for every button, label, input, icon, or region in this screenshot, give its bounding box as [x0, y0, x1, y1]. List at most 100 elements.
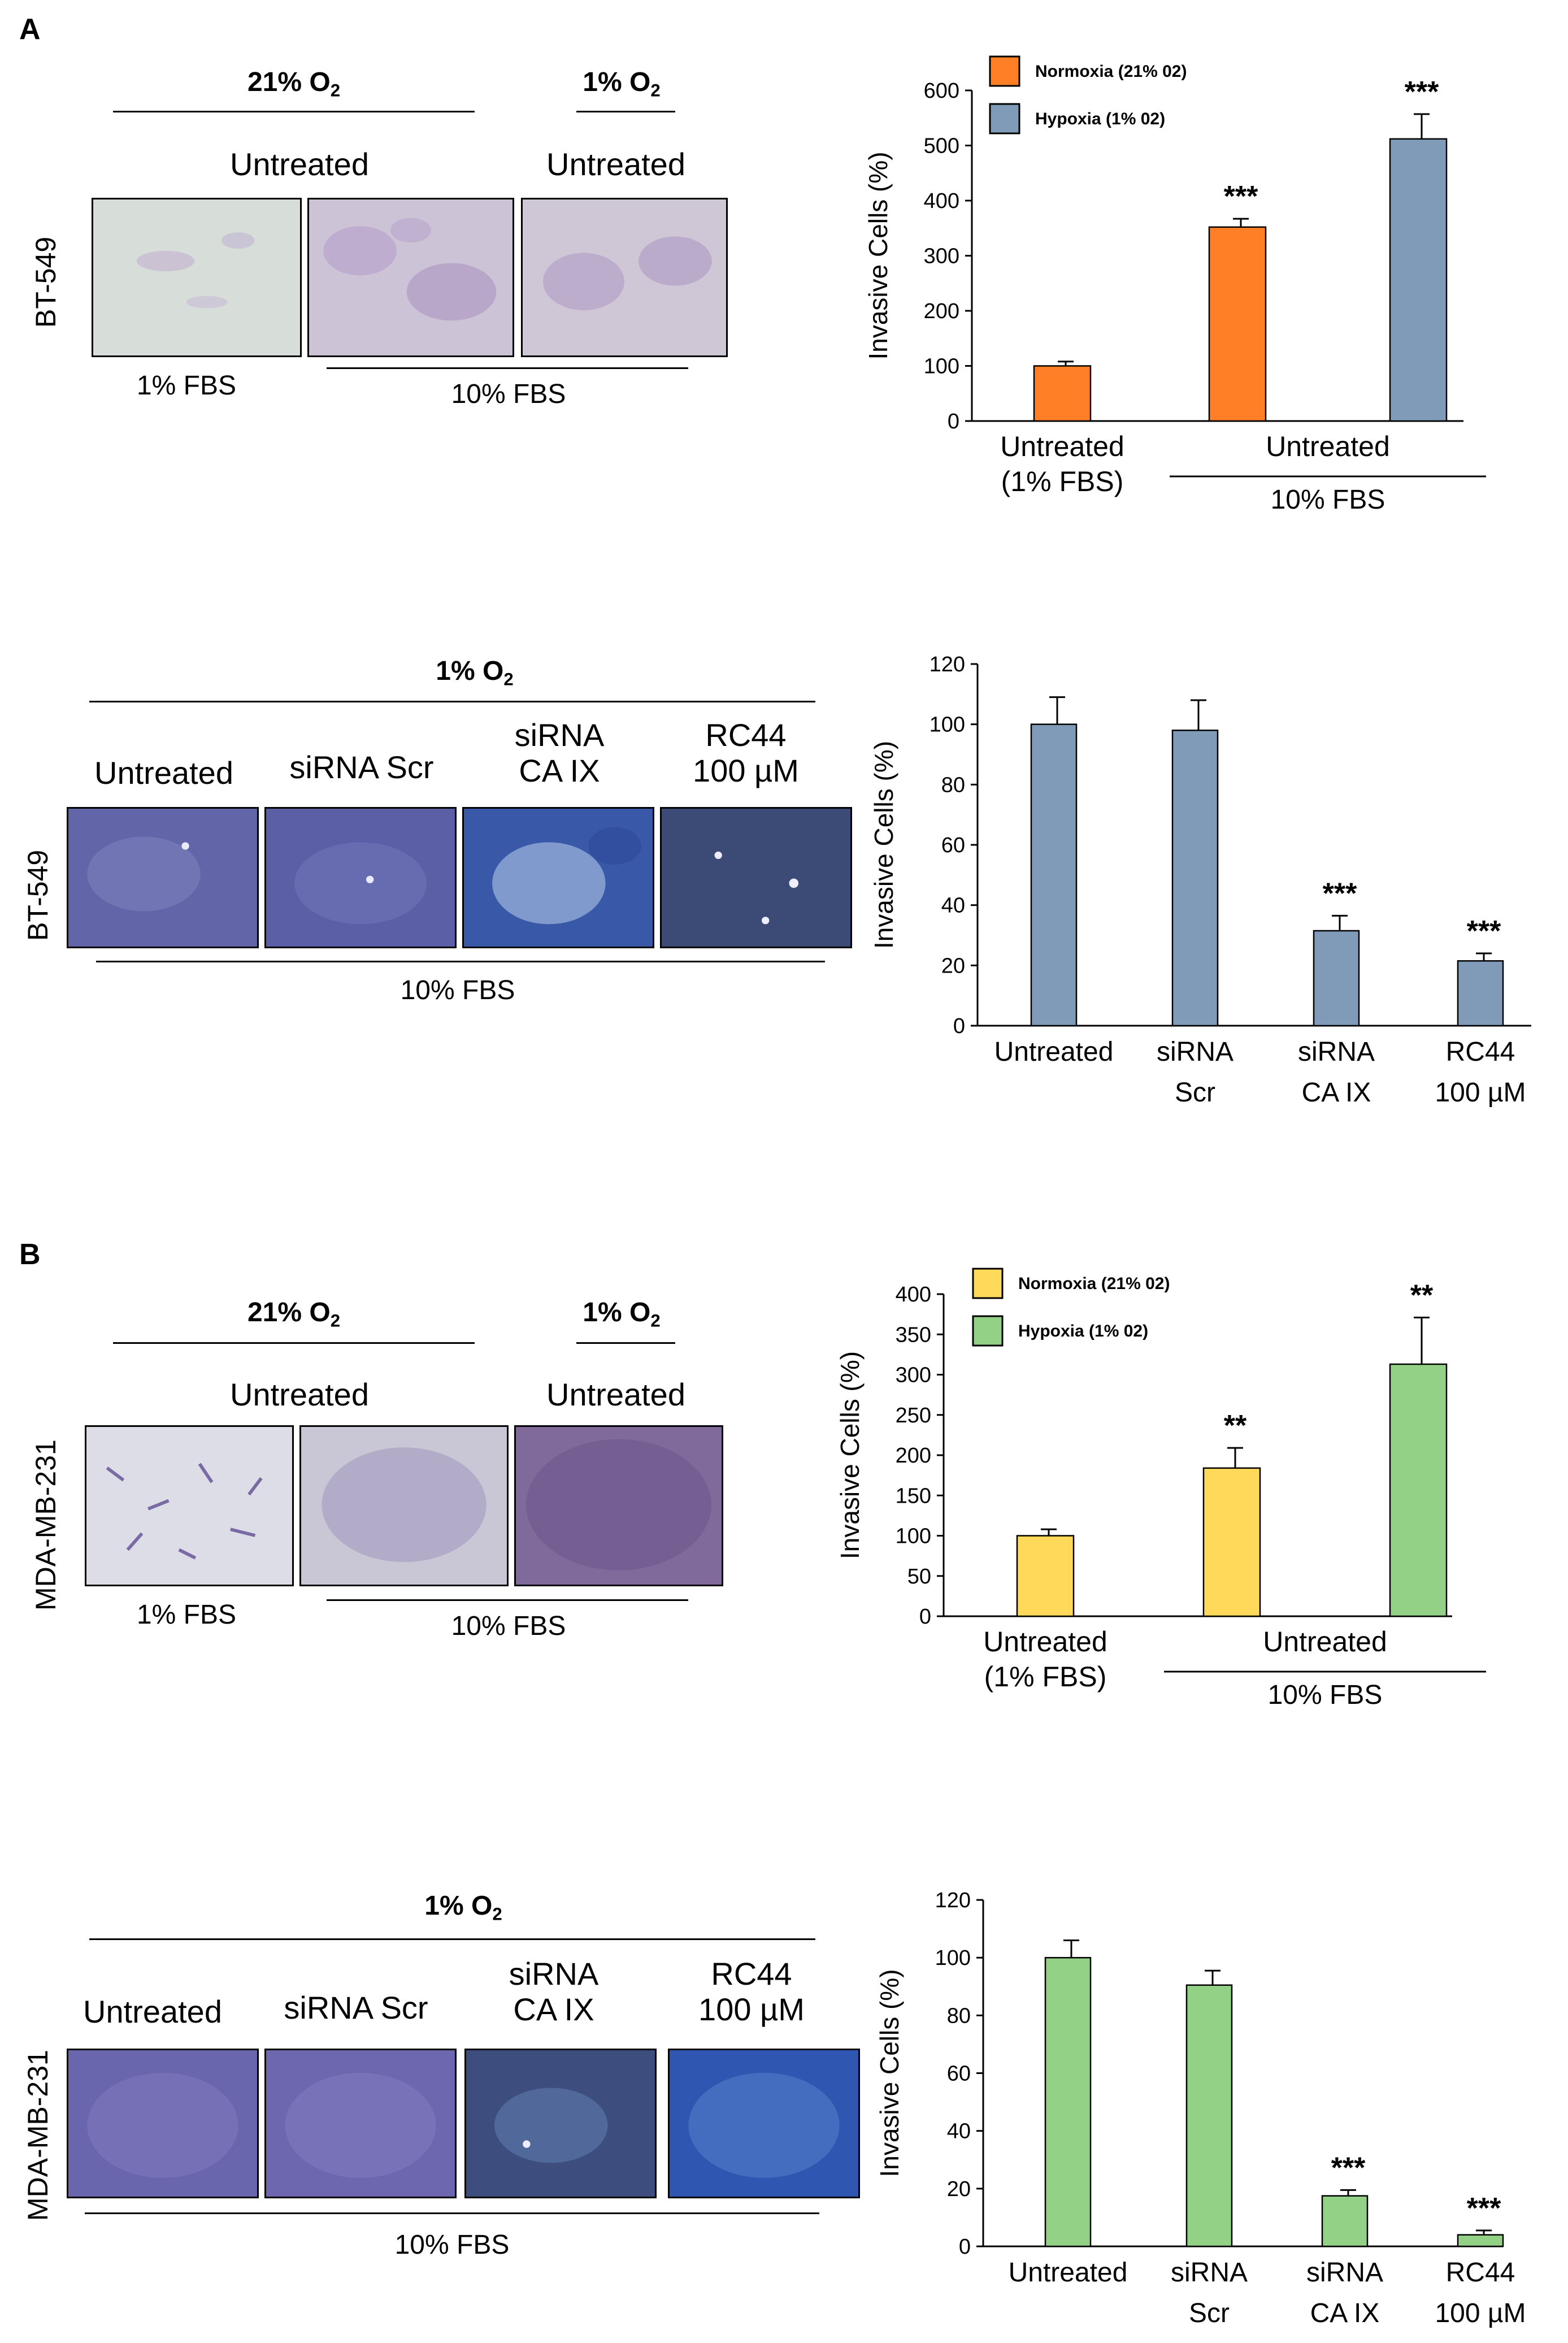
x-tick-label: RC44 100 µM	[1435, 2258, 1526, 2328]
y-axis-label: Invasive Cells (%)	[863, 151, 893, 359]
y-tick-label: 200	[924, 300, 959, 323]
y-tick-label: 0	[959, 2235, 971, 2259]
y-tick-label: 0	[953, 1014, 965, 1038]
micrograph	[67, 807, 259, 948]
micrograph	[307, 198, 514, 357]
fbs-10-rule	[327, 367, 688, 369]
x-tick-label: Untreated	[1263, 1626, 1387, 1658]
y-tick-label: 300	[924, 245, 959, 268]
y-tick-label: 40	[947, 2120, 971, 2144]
y-tick-label: 20	[941, 954, 965, 978]
o2-header-21: 21% O2	[247, 1298, 341, 1331]
bar	[1185, 1984, 1233, 2247]
y-tick-label: 0	[919, 1605, 931, 1629]
bar	[1313, 930, 1360, 1027]
micrograph	[264, 2049, 457, 2198]
invasion-chart-b1: 0 50 100 150 200 250 300 350 400 Invasive Cells (…	[835, 1268, 1486, 1710]
micrograph	[514, 1425, 723, 1586]
legend-label: Hypoxia (1% 02)	[1035, 110, 1165, 128]
y-axis-label: Invasive Cells (%)	[875, 1969, 904, 2177]
y-tick-label: 20	[947, 2177, 971, 2201]
y-tick-label: 300	[896, 1364, 931, 1387]
untreated-label-1: Untreated	[546, 146, 685, 182]
bar	[1457, 960, 1504, 1027]
significance-label: ***	[1405, 76, 1439, 109]
bar	[1202, 1467, 1261, 1617]
untreated-label-21: Untreated	[230, 1377, 369, 1412]
micrograph	[92, 198, 302, 357]
treatment-label-rc44: RC44 100 µM	[693, 717, 799, 788]
treatment-label-sirna-ca9: siRNA CA IX	[514, 717, 605, 788]
x-tick-label: Untreated	[1009, 2258, 1128, 2288]
x-tick-label: Untreated (1% FBS)	[983, 1626, 1107, 1693]
significance-label: ***	[1323, 877, 1357, 910]
micrograph	[67, 2049, 259, 2198]
significance-label: ***	[1331, 2151, 1366, 2184]
x-tick-label: siRNA Scr	[1171, 2258, 1248, 2328]
bar	[1321, 2195, 1369, 2247]
fbs-1-label: 1% FBS	[136, 1600, 237, 1630]
y-tick-label: 100	[935, 1946, 971, 1970]
legend-swatch	[972, 1315, 1004, 1347]
bar	[1457, 2234, 1504, 2247]
x-tick-label: Untreated (1% FBS)	[1000, 431, 1124, 497]
treatment-label-sirna-scr: siRNA Scr	[289, 749, 434, 785]
y-tick-label: 40	[941, 894, 965, 918]
significance-label: ***	[1467, 915, 1501, 948]
o2-21-rule	[113, 1342, 475, 1344]
cell-line-label: MDA-MB-231	[22, 2050, 54, 2221]
y-tick-label: 200	[896, 1444, 931, 1468]
untreated-label-1: Untreated	[546, 1377, 685, 1412]
micrograph	[668, 2049, 860, 2198]
y-axis-label: Invasive Cells (%)	[869, 741, 898, 949]
legend-swatch	[972, 1268, 1004, 1299]
legend-label: Normoxia (21% 02)	[1035, 62, 1187, 81]
panel-label-a: A	[19, 13, 41, 46]
x-tick-label: RC44 100 µM	[1435, 1037, 1526, 1108]
bar	[1389, 1363, 1448, 1617]
x-tick-label: siRNA CA IX	[1306, 2258, 1383, 2328]
treatment-label-untreated: Untreated	[94, 755, 233, 791]
significance-label: ***	[1224, 180, 1258, 213]
fbs-10-label: 10% FBS	[451, 1611, 566, 1641]
micrograph	[85, 1425, 294, 1586]
micrograph	[299, 1425, 509, 1586]
o2-header-21: 21% O2	[247, 67, 341, 101]
legend-swatch	[989, 55, 1020, 87]
fbs-10-label: 10% FBS	[451, 379, 566, 409]
y-tick-label: 80	[941, 773, 965, 797]
y-tick-label: 150	[896, 1484, 931, 1508]
o2-rule	[89, 1938, 815, 1940]
legend-label: Hypoxia (1% 02)	[1018, 1322, 1148, 1340]
fbs-10-label: 10% FBS	[394, 2230, 510, 2260]
cell-line-label: MDA-MB-231	[30, 1439, 62, 1611]
legend-label: Normoxia (21% 02)	[1018, 1274, 1170, 1293]
bar	[1016, 1535, 1075, 1617]
bar	[1208, 226, 1267, 422]
bar	[1044, 1956, 1092, 2247]
treatment-label-rc44: RC44 100 µM	[698, 1956, 805, 2027]
o2-1-rule	[576, 1342, 675, 1344]
fbs-10-rule	[327, 1599, 688, 1601]
x-tick-label: Untreated	[1266, 431, 1390, 462]
y-tick-label: 600	[924, 79, 959, 103]
o2-21-rule	[113, 111, 475, 112]
significance-label: ***	[1467, 2192, 1501, 2225]
bar	[1033, 365, 1092, 422]
micrograph	[464, 2049, 657, 2198]
o2-header-1: 1% O2	[583, 1298, 661, 1331]
x-tick-label: siRNA CA IX	[1298, 1037, 1375, 1108]
micrograph	[462, 807, 654, 948]
y-tick-label: 100	[896, 1525, 931, 1548]
x-tick-label: siRNA Scr	[1157, 1037, 1233, 1108]
y-tick-label: 100	[924, 355, 959, 379]
o2-1-rule	[576, 111, 675, 112]
significance-label: **	[1224, 1409, 1247, 1442]
y-tick-label: 60	[947, 2062, 971, 2086]
micrograph	[264, 807, 457, 948]
significance-label: **	[1410, 1279, 1434, 1312]
y-tick-label: 120	[935, 1889, 971, 1912]
o2-rule	[89, 701, 815, 702]
group-label: 10% FBS	[1271, 485, 1385, 515]
y-tick-label: 500	[924, 134, 959, 158]
